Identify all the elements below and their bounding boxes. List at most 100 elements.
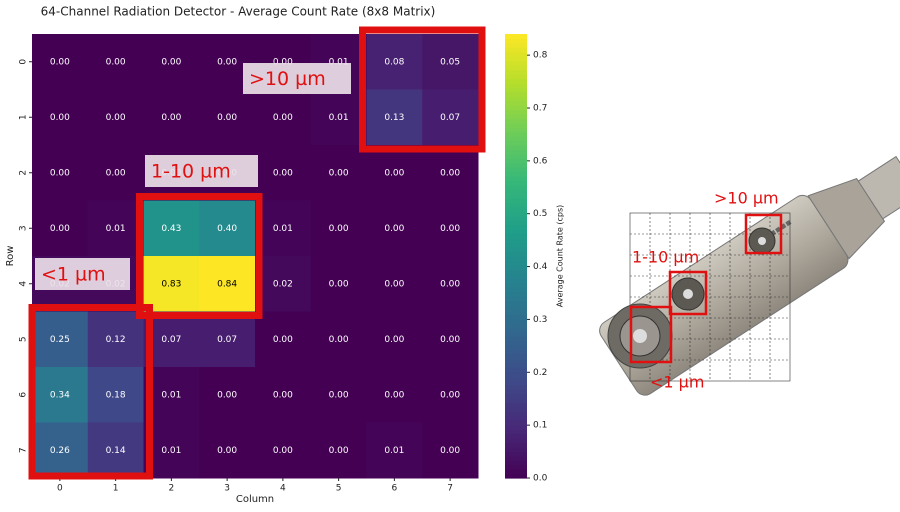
y-tick-label: 5 <box>19 336 29 342</box>
y-tick-label: 2 <box>19 170 29 176</box>
cell-label: 0.00 <box>329 224 349 234</box>
heatmap-cell <box>87 34 144 90</box>
colorbar-segment <box>505 233 527 239</box>
y-axis-label: Row <box>5 246 16 267</box>
colorbar-segment <box>505 442 527 448</box>
cell-label: 0.00 <box>440 446 460 456</box>
x-tick-label: 4 <box>280 484 286 494</box>
cell-label: 0.00 <box>273 335 293 345</box>
cell-label: 0.00 <box>440 279 460 289</box>
cell-label: 0.01 <box>273 224 293 234</box>
colorbar-tick-label: 0.2 <box>533 368 547 378</box>
y-tick-label: 7 <box>19 447 29 453</box>
heatmap-cell <box>87 422 144 479</box>
cell-label: 0.01 <box>329 57 349 67</box>
colorbar-segment <box>505 189 527 195</box>
cell-label: 0.00 <box>329 168 349 178</box>
colorbar-segment <box>505 256 527 262</box>
cell-label: 0.00 <box>440 335 460 345</box>
annotation-label: <1 µm <box>41 264 106 286</box>
x-tick-label: 0 <box>57 484 63 494</box>
inlet-mid-core <box>683 289 693 299</box>
colorbar-segment <box>505 349 527 355</box>
heatmap-cell <box>422 89 479 146</box>
heatmap-cell <box>310 367 367 423</box>
colorbar-segment <box>505 295 527 301</box>
cell-label: 0.00 <box>440 224 460 234</box>
heatmap-cell <box>422 34 479 90</box>
cell-label: 0.00 <box>329 335 349 345</box>
colorbar-segment <box>505 140 527 146</box>
annotation-box <box>28 304 153 480</box>
colorbar-tick-label: 0.8 <box>533 51 548 61</box>
cell-label: 0.00 <box>217 113 237 123</box>
heatmap-cell <box>143 34 200 90</box>
annotation-label-bg <box>35 258 130 290</box>
cell-label: 0.00 <box>329 446 349 456</box>
heatmap-cell <box>199 200 256 257</box>
annotation-box <box>359 26 486 153</box>
colorbar-segment <box>505 242 527 248</box>
cell-label: 0.00 <box>384 168 404 178</box>
heatmap-cell <box>87 311 144 368</box>
annotation-label-bg <box>145 155 258 187</box>
colorbar-segment <box>505 282 527 288</box>
colorbar-segment <box>505 202 527 208</box>
cell-label: 0.00 <box>384 279 404 289</box>
x-axis-label: Column <box>236 494 274 505</box>
heatmap-cell <box>422 367 479 423</box>
colorbar-segment <box>505 224 527 230</box>
colorbar-segment <box>505 78 527 84</box>
cell-label: 0.08 <box>384 57 404 67</box>
cell-label: 0.01 <box>329 113 349 123</box>
colorbar-segment <box>505 415 527 421</box>
colorbar-segment <box>505 162 527 168</box>
colorbar-segment <box>505 100 527 106</box>
colorbar-segment <box>505 82 527 88</box>
heatmap-cell <box>366 89 423 146</box>
colorbar-segment <box>505 300 527 306</box>
heatmap-cell <box>310 145 367 201</box>
heatmap-cell <box>310 89 367 146</box>
heatmap-cell <box>32 200 89 257</box>
colorbar-segment <box>505 145 527 151</box>
cell-label: 0.01 <box>106 224 126 234</box>
colorbar-segment <box>505 38 527 44</box>
illustration-label: 1-10 µm <box>632 248 699 267</box>
heatmap-cell <box>366 367 423 423</box>
colorbar-segment <box>505 60 527 66</box>
colorbar-segment <box>505 136 527 142</box>
cell-label: 0.00 <box>273 57 293 67</box>
detector-neck <box>807 177 886 260</box>
colorbar-segment <box>505 313 527 319</box>
colorbar-segment <box>505 446 527 452</box>
colorbar-segment <box>505 375 527 381</box>
cell-label: 0.14 <box>106 446 126 456</box>
heatmap-cell <box>255 367 312 423</box>
colorbar-segment <box>505 309 527 315</box>
heatmap-cell <box>255 422 312 479</box>
colorbar-segment <box>505 118 527 124</box>
heatmap-cell <box>366 145 423 201</box>
colorbar-tick-label: 0.0 <box>533 474 548 484</box>
heatmap-cell <box>255 89 312 146</box>
colorbar-segment <box>505 344 527 350</box>
x-tick-label: 6 <box>392 484 398 494</box>
cell-label: 0.05 <box>440 57 460 67</box>
colorbar-segment <box>505 65 527 71</box>
colorbar-segment <box>505 424 527 430</box>
annotation-box <box>136 193 263 319</box>
cell-label: 0.07 <box>440 113 460 123</box>
heatmap-cell <box>32 89 89 146</box>
colorbar-tick-label: 0.6 <box>533 156 548 166</box>
colorbar-segment <box>505 73 527 79</box>
box-mid-particles <box>668 270 708 316</box>
colorbar-segment <box>505 367 527 373</box>
colorbar-segment <box>505 51 527 57</box>
colorbar-segment <box>505 304 527 310</box>
colorbar-segment <box>505 473 527 479</box>
heatmap-cell <box>366 311 423 368</box>
cell-label: 0.00 <box>161 57 181 67</box>
cell-label: 0.01 <box>161 446 181 456</box>
heatmap-cell <box>422 200 479 257</box>
